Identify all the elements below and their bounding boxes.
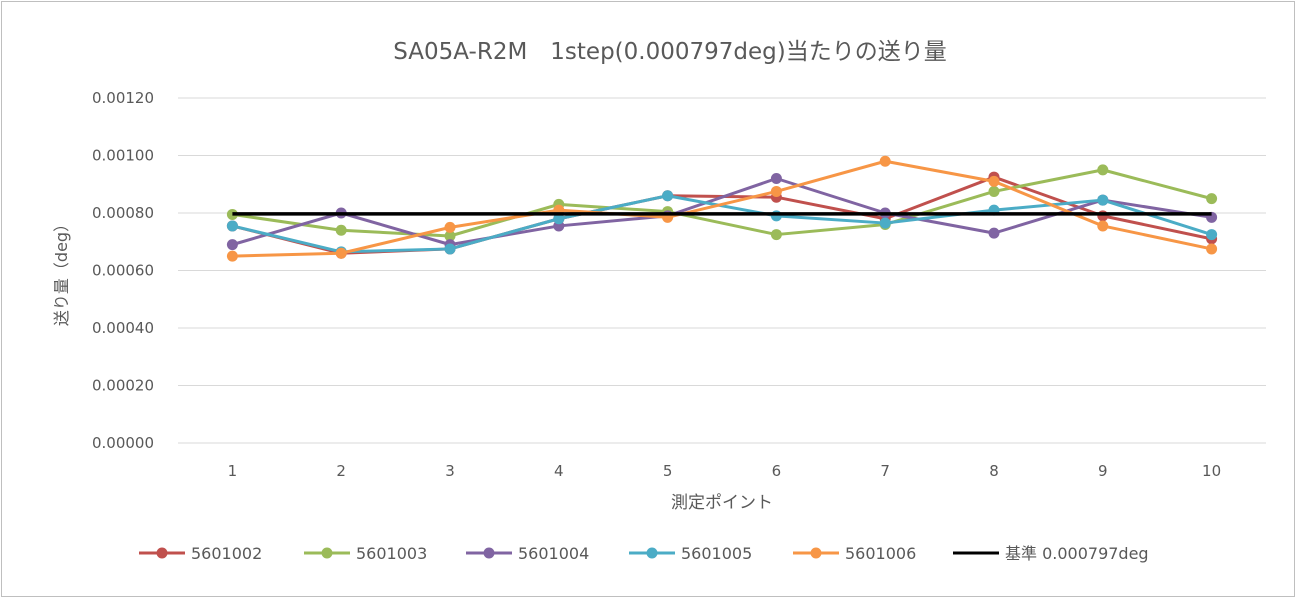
y-axis-label: 送り量（deg） xyxy=(52,216,71,326)
x-tick-label: 1 xyxy=(228,462,238,480)
x-tick-label: 6 xyxy=(772,462,782,480)
series-5601006 xyxy=(226,155,1218,262)
legend-item: 基準 0.000797deg xyxy=(953,544,1149,563)
x-tick-label: 7 xyxy=(880,462,890,480)
data-point xyxy=(770,185,782,197)
data-point xyxy=(1206,243,1218,255)
data-point xyxy=(335,224,347,236)
legend-item: 5601004 xyxy=(466,544,589,563)
y-tick-label: 0.00120 xyxy=(92,89,154,107)
series-line xyxy=(231,177,1212,247)
x-tick-label: 8 xyxy=(989,462,999,480)
y-tick-label: 0.00080 xyxy=(92,204,154,222)
legend-swatch-marker xyxy=(156,547,168,559)
data-point xyxy=(1097,194,1109,206)
data-point xyxy=(988,175,1000,187)
legend: 5601002 5601003 5601004 5601005 5601006 基準 0.… xyxy=(139,544,1149,563)
legend-label: 5601002 xyxy=(191,544,262,563)
x-tick-label: 2 xyxy=(336,462,346,480)
data-point xyxy=(335,247,347,259)
legend-item: 5601005 xyxy=(629,544,752,563)
legend-swatch-marker xyxy=(483,547,495,559)
series-line xyxy=(232,168,1212,238)
data-point xyxy=(226,250,238,262)
x-axis-label: 測定ポイント xyxy=(671,493,773,513)
legend-label: 基準 0.000797deg xyxy=(1005,544,1149,563)
legend-label: 5601004 xyxy=(518,544,589,563)
data-point xyxy=(879,217,891,229)
data-point xyxy=(879,155,891,167)
x-tick-label: 3 xyxy=(445,462,455,480)
data-point xyxy=(1097,220,1109,232)
data-point xyxy=(988,185,1000,197)
gridlines xyxy=(178,97,1266,444)
data-point xyxy=(226,239,238,251)
series-5601003 xyxy=(226,164,1218,242)
x-tick-labels: 1 2 3 4 5 6 7 8 9 10 xyxy=(228,462,1222,480)
legend-label: 5601006 xyxy=(845,544,916,563)
y-tick-label: 0.00000 xyxy=(92,434,154,452)
legend-label: 5601003 xyxy=(356,544,427,563)
data-point xyxy=(770,229,782,241)
x-tick-label: 5 xyxy=(663,462,673,480)
chart-title: SA05A-R2M 1step(0.000797deg)当たりの送り量 xyxy=(393,39,946,65)
series-group xyxy=(226,155,1218,262)
data-point xyxy=(770,173,782,184)
data-point xyxy=(770,210,782,222)
data-point xyxy=(444,230,456,242)
legend-swatch-marker xyxy=(321,547,333,559)
legend-item: 5601002 xyxy=(139,544,262,563)
x-tick-label: 10 xyxy=(1202,462,1221,480)
legend-item: 5601003 xyxy=(304,544,427,563)
data-point xyxy=(553,213,565,225)
data-point xyxy=(662,190,674,202)
x-tick-label: 4 xyxy=(554,462,564,480)
data-point xyxy=(1097,164,1109,176)
legend-label: 5601005 xyxy=(681,544,752,563)
y-tick-label: 0.00020 xyxy=(92,377,154,395)
series-line xyxy=(232,159,1212,258)
legend-swatch-marker xyxy=(810,547,822,559)
legend-item: 5601006 xyxy=(793,544,916,563)
data-point xyxy=(444,243,456,255)
data-point xyxy=(226,220,238,232)
y-tick-labels: 0.00000 0.00020 0.00040 0.00060 0.00080 0.001… xyxy=(92,89,154,452)
data-point xyxy=(1097,210,1109,222)
x-tick-label: 9 xyxy=(1098,462,1108,480)
y-tick-label: 0.00060 xyxy=(92,262,154,280)
data-point xyxy=(1206,229,1218,241)
data-point xyxy=(444,221,456,233)
data-point xyxy=(988,227,1000,239)
data-point xyxy=(1206,193,1218,205)
y-tick-label: 0.00040 xyxy=(92,319,154,337)
legend-swatch-marker xyxy=(646,547,658,559)
y-tick-label: 0.00100 xyxy=(92,147,154,165)
